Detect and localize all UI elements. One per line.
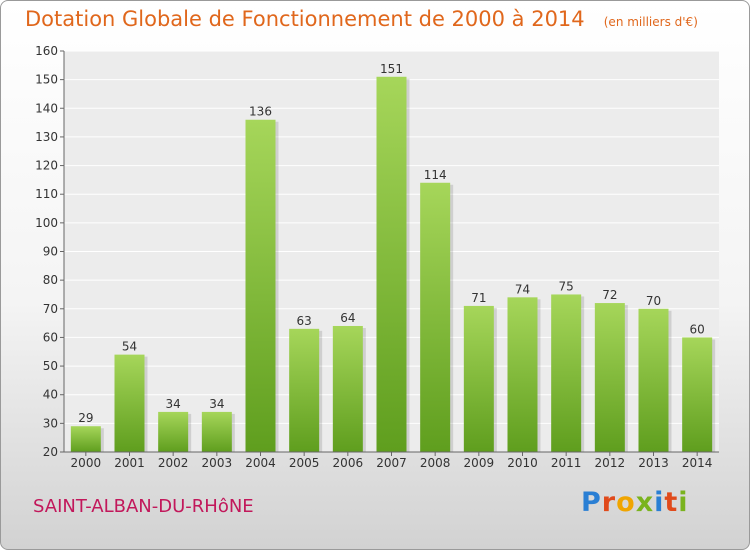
- bar-value-label: 54: [122, 340, 137, 354]
- bar-value-label: 114: [424, 168, 447, 182]
- bar: [507, 297, 538, 452]
- x-tick-label: 2000: [71, 456, 102, 470]
- x-tick-label: 2007: [376, 456, 407, 470]
- bar-value-label: 151: [380, 62, 403, 76]
- x-tick-label: 2001: [114, 456, 145, 470]
- y-tick-label: 140: [35, 101, 58, 115]
- x-tick-label: 2006: [333, 456, 364, 470]
- bar-value-label: 75: [559, 279, 574, 293]
- bar: [245, 119, 276, 452]
- x-tick-label: 2012: [595, 456, 626, 470]
- bar: [70, 426, 101, 452]
- y-tick-label: 50: [43, 359, 58, 373]
- x-tick-label: 2002: [158, 456, 189, 470]
- x-tick-label: 2011: [551, 456, 582, 470]
- label-layer: 29 54 34 34 136 63 64 151 114 71 74 75 72 70 60: [78, 62, 705, 425]
- bar-value-label: 29: [78, 411, 93, 425]
- y-tick-label: 100: [35, 216, 58, 230]
- y-tick-label: 120: [35, 159, 58, 173]
- bar-value-label: 63: [297, 314, 312, 328]
- y-tick-label: 60: [43, 330, 58, 344]
- x-tick-label: 2010: [507, 456, 538, 470]
- y-tick-label: 90: [43, 245, 58, 259]
- bar-value-label: 72: [602, 288, 617, 302]
- x-tick-label: 2009: [464, 456, 495, 470]
- x-tick-label: 2013: [638, 456, 669, 470]
- bar-value-label: 70: [646, 294, 661, 308]
- y-tick-label: 110: [35, 187, 58, 201]
- y-tick-label: 70: [43, 302, 58, 316]
- chart-subtitle: (en milliers d'€): [603, 15, 698, 29]
- bar-value-label: 64: [340, 311, 355, 325]
- bar-value-label: 34: [166, 397, 181, 411]
- y-tick-label: 30: [43, 416, 58, 430]
- x-tick-label: 2004: [245, 456, 276, 470]
- bar: [158, 411, 189, 452]
- bar: [201, 411, 232, 452]
- bar-value-label: 34: [209, 397, 224, 411]
- y-tick-label: 80: [43, 273, 58, 287]
- y-tick-label: 20: [43, 445, 58, 459]
- bar-layer: [70, 76, 716, 453]
- y-tick-label: 160: [35, 44, 58, 58]
- x-tick-label: 2014: [682, 456, 713, 470]
- y-tick-label: 40: [43, 388, 58, 402]
- x-tick-label: 2008: [420, 456, 451, 470]
- bar: [638, 308, 669, 452]
- bar-value-label: 74: [515, 282, 530, 296]
- commune-name: SAINT-ALBAN-DU-RHôNE: [33, 496, 254, 517]
- bar: [463, 305, 494, 452]
- bar: [114, 354, 145, 452]
- bar: [332, 325, 363, 452]
- bar: [289, 328, 320, 452]
- chart-title: Dotation Globale de Fonctionnement de 20…: [25, 7, 585, 31]
- x-tick-label: 2003: [202, 456, 233, 470]
- bar-value-label: 71: [471, 291, 486, 305]
- bar-value-label: 60: [690, 322, 705, 336]
- bar: [420, 182, 451, 452]
- bar: [376, 76, 407, 453]
- title-row: Dotation Globale de Fonctionnement de 20…: [25, 7, 698, 31]
- x-tick-label: 2005: [289, 456, 320, 470]
- axis-layer: 20 30 40 50 60 70 80 90 100 110 120 130 140 150 160 200…: [35, 44, 719, 470]
- bar-value-label: 136: [249, 105, 272, 119]
- proxiti-logo[interactable]: Proxiti: [581, 487, 689, 518]
- y-tick-label: 130: [35, 130, 58, 144]
- bar: [594, 303, 625, 452]
- bar: [682, 337, 713, 452]
- y-tick-label: 150: [35, 73, 58, 87]
- bar: [551, 294, 582, 452]
